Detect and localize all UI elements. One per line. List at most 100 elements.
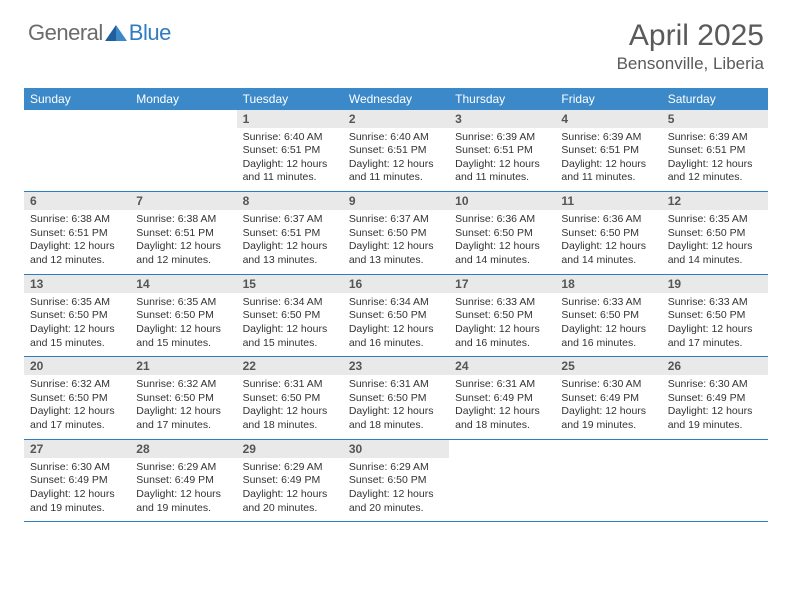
day-cell — [449, 440, 555, 522]
day-number: 15 — [237, 275, 343, 293]
day-details: Sunrise: 6:36 AMSunset: 6:50 PMDaylight:… — [555, 210, 661, 274]
day-details: Sunrise: 6:33 AMSunset: 6:50 PMDaylight:… — [449, 293, 555, 357]
day-cell: 13Sunrise: 6:35 AMSunset: 6:50 PMDayligh… — [24, 275, 130, 357]
sunset-text: Sunset: 6:50 PM — [561, 309, 655, 323]
day-cell: 15Sunrise: 6:34 AMSunset: 6:50 PMDayligh… — [237, 275, 343, 357]
day-number: 18 — [555, 275, 661, 293]
day-number: 11 — [555, 192, 661, 210]
day-number: 21 — [130, 357, 236, 375]
day-details: Sunrise: 6:40 AMSunset: 6:51 PMDaylight:… — [237, 128, 343, 192]
day-details: Sunrise: 6:33 AMSunset: 6:50 PMDaylight:… — [555, 293, 661, 357]
day-cell: 10Sunrise: 6:36 AMSunset: 6:50 PMDayligh… — [449, 192, 555, 274]
day-cell: 25Sunrise: 6:30 AMSunset: 6:49 PMDayligh… — [555, 357, 661, 439]
sunrise-text: Sunrise: 6:39 AM — [561, 131, 655, 145]
day-cell: 21Sunrise: 6:32 AMSunset: 6:50 PMDayligh… — [130, 357, 236, 439]
day-number: 1 — [237, 110, 343, 128]
day-number: 20 — [24, 357, 130, 375]
day-number — [662, 440, 768, 444]
day-number: 7 — [130, 192, 236, 210]
day-number: 12 — [662, 192, 768, 210]
sunrise-text: Sunrise: 6:31 AM — [243, 378, 337, 392]
title-block: April 2025 Bensonville, Liberia — [617, 20, 764, 74]
daylight-text: Daylight: 12 hours and 19 minutes. — [668, 405, 762, 432]
weekday-header: Tuesday — [237, 88, 343, 110]
sunrise-text: Sunrise: 6:32 AM — [30, 378, 124, 392]
day-cell: 20Sunrise: 6:32 AMSunset: 6:50 PMDayligh… — [24, 357, 130, 439]
daylight-text: Daylight: 12 hours and 17 minutes. — [668, 323, 762, 350]
day-number: 13 — [24, 275, 130, 293]
day-cell — [130, 110, 236, 192]
daylight-text: Daylight: 12 hours and 19 minutes. — [30, 488, 124, 515]
day-cell: 22Sunrise: 6:31 AMSunset: 6:50 PMDayligh… — [237, 357, 343, 439]
day-details: Sunrise: 6:33 AMSunset: 6:50 PMDaylight:… — [662, 293, 768, 357]
sunset-text: Sunset: 6:51 PM — [455, 144, 549, 158]
sunrise-text: Sunrise: 6:35 AM — [668, 213, 762, 227]
day-number: 2 — [343, 110, 449, 128]
weekday-header: Monday — [130, 88, 236, 110]
sunset-text: Sunset: 6:49 PM — [668, 392, 762, 406]
daylight-text: Daylight: 12 hours and 15 minutes. — [136, 323, 230, 350]
day-number: 26 — [662, 357, 768, 375]
day-number — [449, 440, 555, 444]
daylight-text: Daylight: 12 hours and 16 minutes. — [349, 323, 443, 350]
daylight-text: Daylight: 12 hours and 18 minutes. — [349, 405, 443, 432]
day-cell: 29Sunrise: 6:29 AMSunset: 6:49 PMDayligh… — [237, 440, 343, 522]
day-cell — [555, 440, 661, 522]
daylight-text: Daylight: 12 hours and 14 minutes. — [455, 240, 549, 267]
sunset-text: Sunset: 6:50 PM — [136, 309, 230, 323]
day-cell: 8Sunrise: 6:37 AMSunset: 6:51 PMDaylight… — [237, 192, 343, 274]
day-number: 22 — [237, 357, 343, 375]
daylight-text: Daylight: 12 hours and 16 minutes. — [561, 323, 655, 350]
sunset-text: Sunset: 6:50 PM — [349, 309, 443, 323]
day-cell: 1Sunrise: 6:40 AMSunset: 6:51 PMDaylight… — [237, 110, 343, 192]
day-number: 29 — [237, 440, 343, 458]
sunset-text: Sunset: 6:50 PM — [668, 309, 762, 323]
week-row: 1Sunrise: 6:40 AMSunset: 6:51 PMDaylight… — [24, 110, 768, 193]
day-details: Sunrise: 6:31 AMSunset: 6:50 PMDaylight:… — [343, 375, 449, 439]
sunset-text: Sunset: 6:49 PM — [30, 474, 124, 488]
day-details: Sunrise: 6:32 AMSunset: 6:50 PMDaylight:… — [130, 375, 236, 439]
day-number — [555, 440, 661, 444]
week-row: 6Sunrise: 6:38 AMSunset: 6:51 PMDaylight… — [24, 192, 768, 275]
day-number: 5 — [662, 110, 768, 128]
sunset-text: Sunset: 6:50 PM — [455, 309, 549, 323]
sunrise-text: Sunrise: 6:30 AM — [668, 378, 762, 392]
day-number: 3 — [449, 110, 555, 128]
daylight-text: Daylight: 12 hours and 17 minutes. — [136, 405, 230, 432]
weeks-container: 1Sunrise: 6:40 AMSunset: 6:51 PMDaylight… — [24, 110, 768, 523]
day-cell: 17Sunrise: 6:33 AMSunset: 6:50 PMDayligh… — [449, 275, 555, 357]
daylight-text: Daylight: 12 hours and 19 minutes. — [136, 488, 230, 515]
day-details: Sunrise: 6:34 AMSunset: 6:50 PMDaylight:… — [343, 293, 449, 357]
sunset-text: Sunset: 6:50 PM — [243, 309, 337, 323]
sunset-text: Sunset: 6:50 PM — [668, 227, 762, 241]
logo-text-general: General — [28, 20, 103, 46]
day-cell: 16Sunrise: 6:34 AMSunset: 6:50 PMDayligh… — [343, 275, 449, 357]
daylight-text: Daylight: 12 hours and 18 minutes. — [243, 405, 337, 432]
daylight-text: Daylight: 12 hours and 14 minutes. — [668, 240, 762, 267]
daylight-text: Daylight: 12 hours and 11 minutes. — [349, 158, 443, 185]
day-details: Sunrise: 6:31 AMSunset: 6:50 PMDaylight:… — [237, 375, 343, 439]
sunrise-text: Sunrise: 6:31 AM — [349, 378, 443, 392]
sunset-text: Sunset: 6:49 PM — [455, 392, 549, 406]
sunset-text: Sunset: 6:50 PM — [349, 227, 443, 241]
sunset-text: Sunset: 6:51 PM — [136, 227, 230, 241]
day-cell: 26 Sunrise: 6:30 AMSunset: 6:49 PMDayligh… — [662, 357, 768, 439]
daylight-text: Daylight: 12 hours and 11 minutes. — [243, 158, 337, 185]
daylight-text: Daylight: 12 hours and 13 minutes. — [243, 240, 337, 267]
sunset-text: Sunset: 6:49 PM — [243, 474, 337, 488]
day-details: Sunrise: 6:37 AMSunset: 6:51 PMDaylight:… — [237, 210, 343, 274]
sunrise-text: Sunrise: 6:34 AM — [243, 296, 337, 310]
day-cell: 12 Sunrise: 6:35 AMSunset: 6:50 PMDayligh… — [662, 192, 768, 274]
calendar: Sunday Monday Tuesday Wednesday Thursday… — [24, 88, 768, 523]
day-details: Sunrise: 6:39 AMSunset: 6:51 PMDaylight:… — [662, 128, 768, 192]
sunset-text: Sunset: 6:50 PM — [349, 392, 443, 406]
day-details: Sunrise: 6:37 AMSunset: 6:50 PMDaylight:… — [343, 210, 449, 274]
day-cell: 2Sunrise: 6:40 AMSunset: 6:51 PMDaylight… — [343, 110, 449, 192]
day-cell: 7Sunrise: 6:38 AMSunset: 6:51 PMDaylight… — [130, 192, 236, 274]
daylight-text: Daylight: 12 hours and 17 minutes. — [30, 405, 124, 432]
day-cell: 9Sunrise: 6:37 AMSunset: 6:50 PMDaylight… — [343, 192, 449, 274]
sunset-text: Sunset: 6:50 PM — [30, 309, 124, 323]
sunset-text: Sunset: 6:51 PM — [668, 144, 762, 158]
day-number: 30 — [343, 440, 449, 458]
sunrise-text: Sunrise: 6:39 AM — [455, 131, 549, 145]
